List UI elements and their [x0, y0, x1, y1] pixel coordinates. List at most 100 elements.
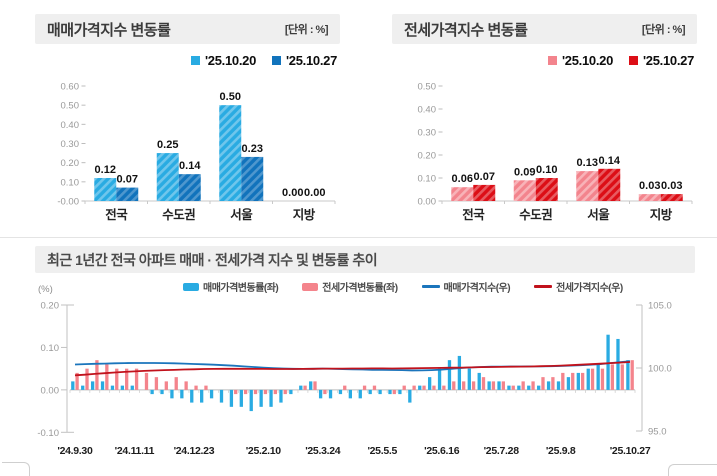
weekly-bar [600, 368, 605, 390]
sale-unit-label: [단위 : %] [284, 24, 329, 36]
trend-legend: 매매가격변동률(좌) 전세가격변동률(좌) 매매가격지수(우) 전세가격지수(우… [183, 279, 623, 294]
weekly-bar [487, 381, 491, 390]
x-axis-label: '24.12.23 [174, 445, 215, 457]
weekly-bar [471, 381, 476, 390]
weekly-bar [194, 385, 198, 390]
weekly-bar [328, 389, 333, 399]
legend-label: '25.10.27 [286, 53, 337, 68]
weekly-bar [343, 385, 347, 390]
weekly-bar [90, 381, 95, 390]
x-axis-label: '24.9.30 [57, 445, 93, 457]
weekly-bar [398, 389, 402, 395]
weekly-bar [154, 377, 159, 390]
weekly-bar [105, 364, 109, 390]
bar-value-label: 0.10 [536, 164, 557, 176]
weekly-bar [115, 368, 119, 390]
legend-label: 전세가격변동률(좌) [322, 283, 398, 294]
y-tick-label: 0.10 [418, 174, 437, 185]
weekly-bar [616, 338, 620, 390]
bar [94, 178, 117, 201]
weekly-bar [408, 389, 412, 403]
y-tick-label: 0.30 [418, 128, 437, 139]
weekly-bar [457, 355, 462, 390]
weekly-bar [467, 368, 471, 390]
legend-label: 매매가격지수(우) [443, 283, 511, 294]
y-tick-label: -0.00 [57, 197, 79, 208]
trend-panel-title: 최근 1년간 전국 아파트 매매 · 전세가격 지수 및 변동률 추이 [47, 251, 378, 268]
weekly-bar [174, 377, 178, 390]
weekly-bar [134, 368, 139, 390]
weekly-bar [527, 385, 531, 390]
weekly-bar [447, 360, 452, 390]
weekly-bar [507, 385, 511, 390]
sale-legend: '25.10.20 '25.10.27 [35, 53, 337, 68]
weekly-bar [497, 381, 501, 390]
weekly-bar [263, 389, 268, 395]
bar-value-label: 0.13 [577, 157, 598, 169]
weekly-bar [521, 381, 525, 390]
left-axis-label: -0.10 [37, 428, 59, 439]
bar [178, 174, 201, 201]
sale-panel-title: 매매가격지수 변동률 [47, 21, 171, 39]
bar-value-label: 0.25 [157, 139, 178, 151]
weekly-bar [546, 381, 551, 390]
weekly-bar [229, 389, 234, 407]
bar-value-label: 0.03 [661, 180, 682, 192]
weekly-bar [219, 389, 224, 403]
bar-value-label: 0.50 [220, 91, 241, 103]
left-axis-label: 0.20 [41, 301, 60, 312]
legend-swatch-pink [548, 56, 557, 65]
weekly-bar [130, 385, 134, 390]
category-label: 지방 [650, 207, 673, 222]
legend-item: '25.10.27 [629, 53, 694, 68]
legend-swatch-sale-index-line [421, 285, 440, 288]
bar-value-label: 0.03 [639, 180, 660, 192]
trend-panel-header: 최근 1년간 전국 아파트 매매 · 전세가격 지수 및 변동률 추이 [35, 246, 695, 273]
weekly-bar [95, 360, 99, 390]
bar [241, 156, 264, 201]
weekly-bar [537, 385, 541, 390]
weekly-bar [620, 364, 624, 390]
weekly-bar [362, 385, 367, 390]
weekly-bar [200, 389, 204, 403]
left-axis-label: 0.00 [41, 385, 60, 396]
y-tick-label: 0.50 [61, 101, 80, 112]
trend-combo-chart: 0.20 0.10 0.00 -0.10 105.0 100.0 95.0 '24.9.30 '… [37, 301, 671, 458]
legend-swatch-sale-change-bar [183, 282, 199, 291]
weekly-bar [392, 389, 396, 395]
weekly-bar [144, 372, 149, 390]
weekly-bar [190, 389, 194, 403]
weekly-bar [462, 381, 466, 390]
weekly-bar [160, 389, 164, 395]
jeonse-panel-title: 전세가격지수 변동률 [404, 21, 528, 39]
legend-swatch-jeonse-index-line [534, 285, 553, 288]
legend-item: 전세가격변동률(좌) [302, 279, 398, 294]
weekly-bar [531, 381, 535, 390]
bar-value-label: 0.07 [474, 171, 495, 183]
legend-label: '25.10.27 [643, 53, 694, 68]
bar [535, 178, 558, 201]
weekly-bar [541, 377, 545, 390]
bottom-left-corner-fragment [2, 462, 30, 476]
weekly-bar [234, 389, 238, 395]
weekly-bar [253, 389, 258, 395]
x-axis-label: '25.2.10 [246, 445, 282, 457]
category-label: 지방 [293, 207, 316, 222]
y-tick-label: 0.40 [418, 105, 437, 116]
x-axis-label: '25.3.24 [305, 445, 341, 457]
weekly-bar [100, 381, 105, 390]
y-tick-label: 0.20 [418, 151, 437, 162]
legend-item: 전세가격지수(우) [534, 279, 623, 294]
weekly-bar [610, 364, 615, 390]
legend-swatch-red [629, 56, 638, 65]
weekly-bar [372, 385, 377, 390]
weekly-bar [442, 385, 446, 390]
legend-item: '25.10.27 [272, 53, 337, 68]
weekly-bar [184, 381, 188, 390]
weekly-bar [303, 385, 307, 390]
legend-swatch-dark-blue [272, 56, 281, 65]
category-label: 수도권 [162, 208, 195, 222]
weekly-bar [477, 372, 481, 390]
weekly-bar [511, 385, 515, 390]
